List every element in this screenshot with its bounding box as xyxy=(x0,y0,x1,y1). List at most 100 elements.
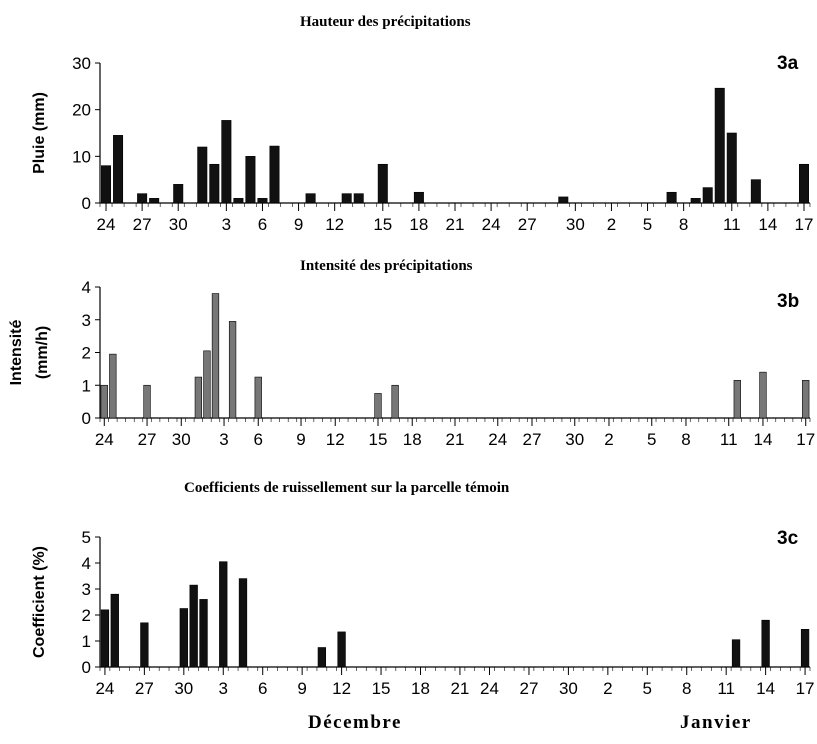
x-tick-label: 2 xyxy=(604,430,613,449)
x-tick-label: 12 xyxy=(325,215,344,234)
x-tick-label: 14 xyxy=(756,679,775,698)
y-tick-label: 20 xyxy=(72,101,91,120)
bar-3b-82 xyxy=(802,380,810,419)
x-tick-label: 14 xyxy=(758,215,777,234)
x-tick-label: 24 xyxy=(480,679,499,698)
bar-3a-54 xyxy=(750,179,761,204)
x-tick-label: 21 xyxy=(446,430,465,449)
bar-3a-51 xyxy=(714,87,725,204)
bar-3b-32 xyxy=(374,393,382,419)
x-tick-label: 21 xyxy=(446,215,465,234)
x-tick-label: 3 xyxy=(219,430,228,449)
chart-3a-title: Hauteur des précipitations xyxy=(300,14,471,30)
bar-3a-49 xyxy=(690,198,701,204)
bar-3a-13 xyxy=(257,198,268,204)
bar-3b-15 xyxy=(228,321,237,419)
x-tick-label: 8 xyxy=(681,430,690,449)
bar-3c-4 xyxy=(140,622,149,668)
x-tick-label: 5 xyxy=(643,215,652,234)
bar-3c-10 xyxy=(199,599,208,668)
bar-3b-13 xyxy=(211,293,220,419)
bar-3a-11 xyxy=(233,198,244,204)
x-tick-label: 8 xyxy=(682,679,691,698)
x-tick-label: 30 xyxy=(566,215,585,234)
x-tick-label: 27 xyxy=(523,430,542,449)
bar-3c-24 xyxy=(337,631,346,668)
x-tick-label: 24 xyxy=(488,430,507,449)
y-tick-label: 0 xyxy=(82,194,91,213)
bar-3a-38 xyxy=(558,196,569,204)
x-tick-label: 6 xyxy=(258,679,267,698)
x-tick-label: 24 xyxy=(95,430,114,449)
bar-3c-14 xyxy=(238,578,248,668)
x-tick-label: 27 xyxy=(518,215,537,234)
x-tick-label: 2 xyxy=(603,679,612,698)
bar-3a-8 xyxy=(197,146,208,204)
bar-3a-3 xyxy=(137,193,148,204)
y-axis-label: Intensité (mm/h) xyxy=(8,320,51,386)
bar-3b-77 xyxy=(759,371,767,419)
bar-3a-4 xyxy=(149,198,160,204)
y-tick-label: 5 xyxy=(82,528,91,547)
bar-3a-14 xyxy=(269,145,280,204)
x-tick-label: 27 xyxy=(138,430,157,449)
x-tick-label: 18 xyxy=(409,215,428,234)
bar-3a-1 xyxy=(113,135,124,204)
bar-3b-1 xyxy=(109,353,117,419)
bar-3c-22 xyxy=(317,647,327,668)
bar-3a-58 xyxy=(798,163,809,204)
y-tick-label: 2 xyxy=(82,344,91,363)
y-tick-label: 3 xyxy=(82,311,91,330)
y-axis-label-line: Intensité xyxy=(8,320,25,386)
bar-3a-21 xyxy=(353,193,364,204)
bar-3b-34 xyxy=(391,384,399,419)
x-tick-label: 27 xyxy=(135,679,154,698)
x-tick-label: 24 xyxy=(482,215,501,234)
y-tick-label: 0 xyxy=(82,409,91,428)
x-tick-label: 18 xyxy=(403,430,422,449)
x-tick-label: 15 xyxy=(372,679,391,698)
month-label-january: Janvier xyxy=(680,712,752,733)
bar-3c-9 xyxy=(189,584,198,668)
x-tick-label: 3 xyxy=(222,215,231,234)
bar-3a-12 xyxy=(245,156,256,204)
x-tick-label: 24 xyxy=(95,679,114,698)
x-tick-label: 9 xyxy=(296,430,305,449)
x-tick-label: 17 xyxy=(796,679,815,698)
bar-3a-52 xyxy=(726,132,737,204)
bar-3a-26 xyxy=(413,191,424,204)
bar-3a-50 xyxy=(702,187,713,204)
y-tick-label: 10 xyxy=(72,147,91,166)
bar-3b-74 xyxy=(733,380,741,419)
chart-3b-tag: 3b xyxy=(777,291,800,312)
x-tick-label: 11 xyxy=(720,430,738,449)
y-tick-label: 1 xyxy=(82,376,91,395)
x-tick-label: 2 xyxy=(607,215,616,234)
bar-3c-64 xyxy=(731,639,741,668)
bar-3c-0 xyxy=(100,609,110,668)
bar-3a-23 xyxy=(377,163,388,204)
x-tick-label: 17 xyxy=(795,215,814,234)
x-tick-label: 15 xyxy=(373,215,392,234)
y-axis-label: Pluie (mm) xyxy=(31,92,48,174)
y-tick-label: 30 xyxy=(72,54,91,73)
bar-3b-11 xyxy=(194,376,203,419)
y-axis-label-line: Pluie (mm) xyxy=(31,92,48,174)
bar-3a-17 xyxy=(305,193,316,204)
x-tick-label: 12 xyxy=(332,679,351,698)
y-axis-label-line: (mm/h) xyxy=(34,326,51,379)
x-tick-label: 11 xyxy=(723,215,741,234)
x-tick-label: 6 xyxy=(254,430,263,449)
bar-3c-8 xyxy=(179,608,188,668)
x-tick-label: 27 xyxy=(133,215,152,234)
x-tick-label: 30 xyxy=(559,679,578,698)
y-axis-label-line: Coefficient (%) xyxy=(31,546,48,658)
x-tick-label: 12 xyxy=(326,430,345,449)
chart-3a: 0 10 20 30 24 27 30 3 6 9 12 15 18 21 24 27 30 2 5 8 11 14 17 P… xyxy=(31,54,814,234)
bar-3b-5 xyxy=(143,384,151,419)
bar-3a-0 xyxy=(101,165,112,204)
bar-3a-10 xyxy=(221,120,232,204)
chart-3a-tag: 3a xyxy=(777,53,799,74)
y-tick-label: 4 xyxy=(82,554,91,573)
